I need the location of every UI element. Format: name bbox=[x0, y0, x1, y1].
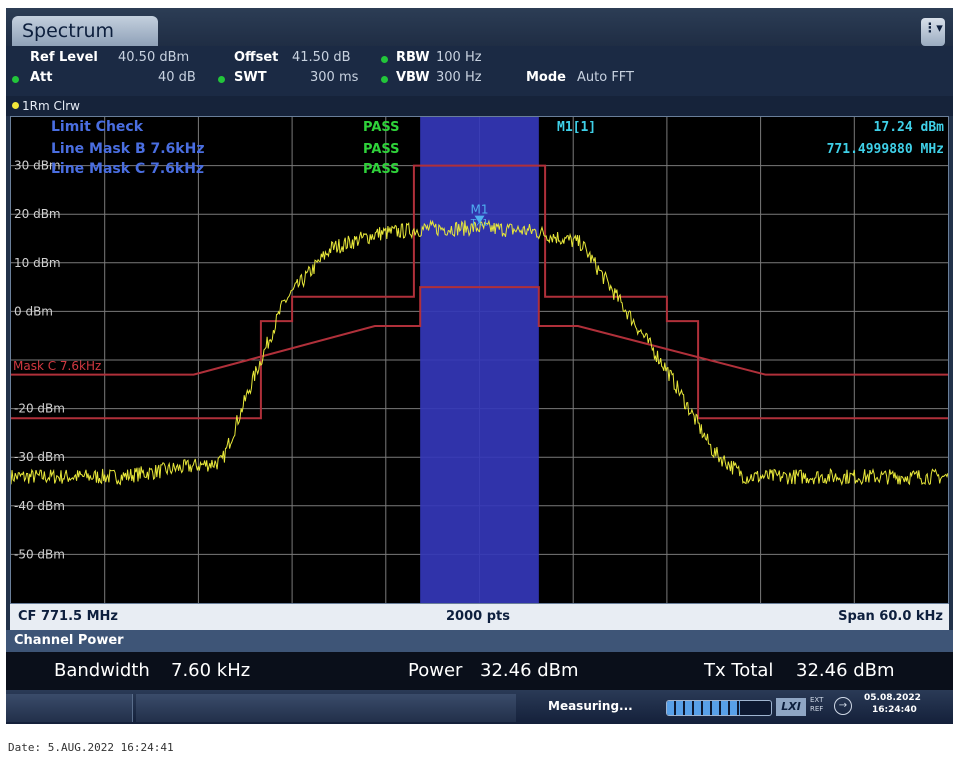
y-tick-label: 10 dBm bbox=[14, 256, 61, 270]
vbw-label: VBW bbox=[396, 70, 430, 85]
status-segment-left[interactable] bbox=[6, 694, 133, 722]
limit-mask-line bbox=[11, 164, 948, 420]
mode-value: Auto FFT bbox=[577, 70, 634, 85]
offset-value: 41.50 dB bbox=[292, 50, 351, 65]
marker-triangle-icon bbox=[474, 215, 485, 224]
progress-bar bbox=[666, 700, 772, 716]
limit-check-status: PASS bbox=[363, 120, 400, 135]
offset-label: Offset bbox=[234, 50, 279, 65]
tab-spectrum[interactable]: Spectrum bbox=[12, 16, 158, 46]
vbw-value: 300 Hz bbox=[436, 70, 482, 85]
mode-label: Mode bbox=[526, 70, 566, 85]
power-label: Power bbox=[408, 660, 463, 681]
power-value: 32.46 dBm bbox=[480, 660, 579, 681]
y-tick-label: 0 dBm bbox=[14, 304, 53, 318]
span: Span 60.0 kHz bbox=[838, 609, 943, 624]
swt-led-icon bbox=[218, 76, 225, 83]
trace-info-bar: 1Rm Clrw bbox=[6, 96, 953, 116]
channel-bandwidth-region bbox=[420, 117, 539, 603]
ref-level-value: 40.50 dBm bbox=[118, 50, 190, 65]
spectrum-plot[interactable]: 30 dBm 20 dBm 10 dBm 0 dBm -20 dBm -30 dBm -40… bbox=[10, 116, 949, 604]
progress-fill bbox=[667, 701, 740, 715]
spectrum-trace bbox=[11, 219, 948, 486]
limit-line-status: PASS bbox=[363, 162, 400, 177]
status-bar: Measuring... LXI EXT REF → 05.08.2022 16… bbox=[6, 690, 953, 724]
measuring-status: Measuring... bbox=[548, 699, 633, 713]
tx-total-label: Tx Total bbox=[704, 660, 774, 681]
limit-check-title: Limit Check bbox=[51, 119, 144, 135]
trace-info: 1Rm Clrw bbox=[22, 99, 80, 113]
marker-readout-level: 17.24 dBm bbox=[874, 120, 945, 135]
ext-ref-label: EXT REF bbox=[810, 696, 824, 713]
y-tick-label: -40 dBm bbox=[14, 499, 65, 513]
y-tick-label: -30 dBm bbox=[14, 450, 65, 464]
limit-line-label: Line Mask C 7.6kHz bbox=[51, 161, 204, 177]
y-tick-label: 30 dBm bbox=[14, 159, 61, 173]
rbw-value: 100 Hz bbox=[436, 50, 482, 65]
trace-dot-icon bbox=[12, 102, 19, 109]
rbw-label: RBW bbox=[396, 50, 430, 65]
ext-ref-icon: → bbox=[834, 697, 852, 715]
tx-total-value: 32.46 dBm bbox=[796, 660, 895, 681]
settings-panel: Ref Level 40.50 dBm Offset 41.50 dB RBW … bbox=[6, 46, 953, 96]
analyzer-screen: Spectrum ⋮▾ Ref Level 40.50 dBm Offset 4… bbox=[6, 8, 953, 724]
swt-value: 300 ms bbox=[310, 70, 359, 85]
center-frequency: CF 771.5 MHz bbox=[18, 609, 118, 624]
bandwidth-label: Bandwidth bbox=[54, 660, 150, 681]
y-tick-label: -20 dBm bbox=[14, 402, 65, 416]
bandwidth-value: 7.60 kHz bbox=[171, 660, 251, 681]
mask-label: Mask C 7.6kHz bbox=[13, 359, 101, 373]
att-led-icon bbox=[12, 76, 19, 83]
limit-line-label: Line Mask B 7.6kHz bbox=[51, 141, 204, 157]
marker-label: M1 bbox=[471, 203, 489, 217]
att-label: Att bbox=[30, 70, 53, 85]
status-date: 05.08.2022 bbox=[864, 693, 921, 703]
tx-marker-label: TX1 bbox=[470, 219, 488, 229]
lxi-icon: LXI bbox=[776, 698, 806, 716]
plot-footer: CF 771.5 MHz 2000 pts Span 60.0 kHz bbox=[10, 604, 949, 630]
att-value: 40 dB bbox=[158, 70, 196, 85]
status-segment-middle bbox=[136, 694, 516, 722]
swt-label: SWT bbox=[234, 70, 267, 85]
ref-level-label: Ref Level bbox=[30, 50, 98, 65]
channel-power-results: Bandwidth 7.60 kHz Power 32.46 dBm Tx To… bbox=[6, 652, 953, 690]
y-tick-label: 20 dBm bbox=[14, 207, 61, 221]
sweep-points: 2000 pts bbox=[446, 609, 510, 624]
channel-power-header: Channel Power bbox=[6, 630, 953, 652]
ellipsis-icon[interactable]: ⋮▾ bbox=[921, 18, 945, 46]
rbw-led-icon bbox=[381, 56, 388, 63]
vbw-led-icon bbox=[381, 76, 388, 83]
date-line: Date: 5.AUG.2022 16:24:41 bbox=[8, 741, 174, 754]
y-tick-label: -50 dBm bbox=[14, 547, 65, 561]
limit-line-status: PASS bbox=[363, 142, 400, 157]
tab-bar: Spectrum ⋮▾ bbox=[6, 8, 953, 46]
limit-mask-line bbox=[11, 286, 948, 376]
marker-readout-frequency: 771.4999880 MHz bbox=[827, 142, 944, 157]
marker-readout-label: M1[1] bbox=[557, 120, 596, 135]
spectrum-chart: 30 dBm 20 dBm 10 dBm 0 dBm -20 dBm -30 dBm -40… bbox=[11, 117, 948, 603]
status-time: 16:24:40 bbox=[872, 705, 917, 715]
